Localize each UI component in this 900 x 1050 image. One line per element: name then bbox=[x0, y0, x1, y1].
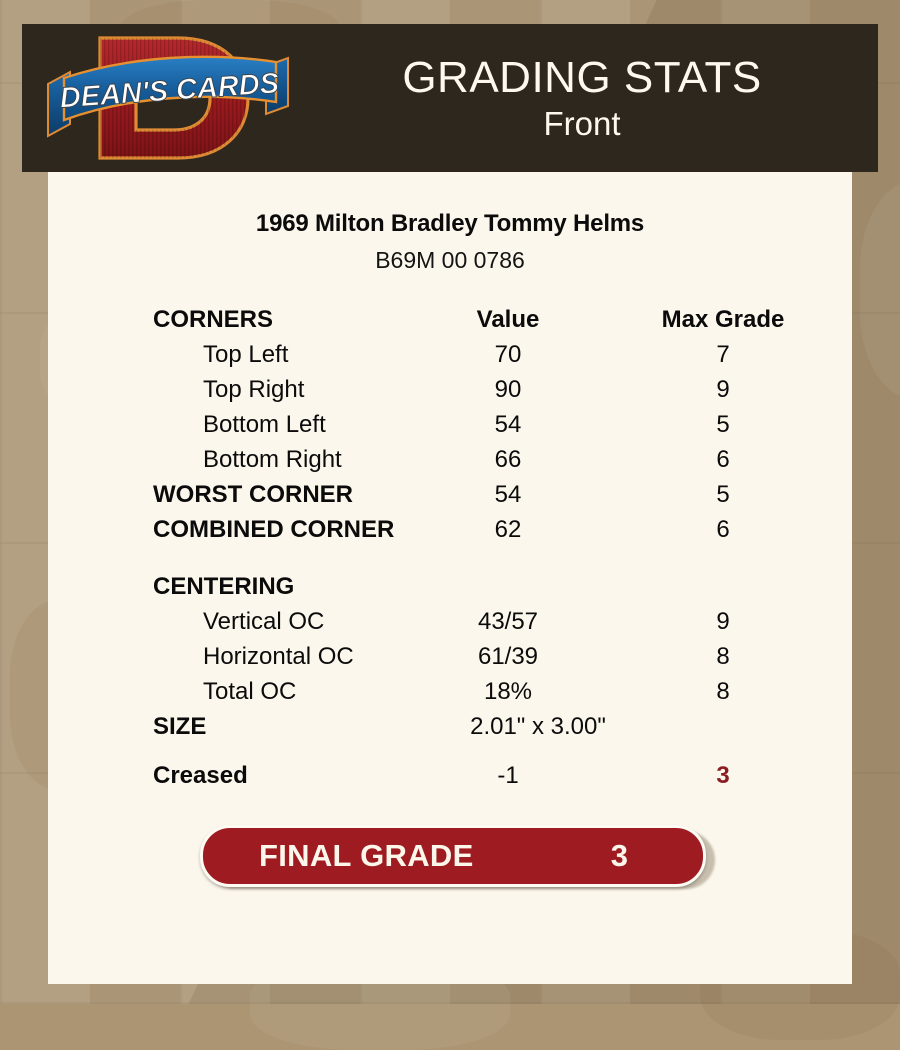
brand-logo[interactable]: DEAN'S CARDS bbox=[22, 24, 312, 172]
row-value: 18% bbox=[483, 678, 533, 705]
row-label: SIZE bbox=[153, 713, 207, 740]
section-spacer bbox=[48, 744, 852, 758]
stats-table: CORNERS Value Max Grade Top Left 70 7 To… bbox=[48, 302, 852, 793]
row-label: WORST CORNER bbox=[153, 481, 353, 508]
row-value: 66 bbox=[494, 446, 522, 473]
row-grade: 5 bbox=[716, 481, 730, 508]
row-label: Horizontal OC bbox=[203, 643, 354, 670]
final-grade-banner: FINAL GRADE 3 bbox=[200, 825, 706, 887]
final-grade-value: 3 bbox=[610, 838, 628, 873]
creased-row: Creased -1 3 bbox=[48, 758, 852, 793]
row-value: 61/39 bbox=[477, 643, 539, 670]
value-column-header: Value bbox=[476, 306, 540, 333]
centering-section-header-row: CENTERING bbox=[48, 569, 852, 604]
row-grade: 7 bbox=[716, 341, 730, 368]
grading-stats-sheet: DEAN'S CARDS GRADING STATS Front 1969 Mi… bbox=[22, 24, 878, 984]
worst-corner-row: WORST CORNER 54 5 bbox=[48, 477, 852, 512]
stats-panel: 1969 Milton Bradley Tommy Helms B69M 00 … bbox=[48, 172, 852, 984]
row-grade: 5 bbox=[716, 411, 730, 438]
page-title: GRADING STATS bbox=[402, 52, 762, 102]
header-bar: DEAN'S CARDS GRADING STATS Front bbox=[22, 24, 878, 172]
row-value: 54 bbox=[494, 411, 522, 438]
row-label: Top Left bbox=[203, 341, 289, 368]
table-row: Bottom Left 54 5 bbox=[48, 407, 852, 442]
row-grade: 6 bbox=[716, 446, 730, 473]
table-row: Horizontal OC 61/39 8 bbox=[48, 639, 852, 674]
table-row: Bottom Right 66 6 bbox=[48, 442, 852, 477]
row-grade: 3 bbox=[716, 762, 730, 789]
row-label: COMBINED CORNER bbox=[153, 516, 395, 543]
section-spacer bbox=[48, 547, 852, 569]
final-grade-section: FINAL GRADE 3 bbox=[48, 823, 852, 893]
table-row: Top Left 70 7 bbox=[48, 337, 852, 372]
row-label: Top Right bbox=[203, 376, 305, 403]
row-value: -1 bbox=[497, 762, 519, 789]
table-row: Total OC 18% 8 bbox=[48, 674, 852, 709]
page-subtitle: Front bbox=[543, 104, 621, 142]
card-title: 1969 Milton Bradley Tommy Helms bbox=[255, 210, 645, 237]
row-label: Creased bbox=[153, 762, 248, 789]
final-grade-label: FINAL GRADE bbox=[259, 838, 474, 873]
card-id: B69M 00 0786 bbox=[375, 247, 525, 273]
row-label: Total OC bbox=[203, 678, 297, 705]
table-row: Vertical OC 43/57 9 bbox=[48, 604, 852, 639]
row-label: Vertical OC bbox=[203, 608, 325, 635]
row-label: Bottom Left bbox=[203, 411, 326, 438]
row-grade: 9 bbox=[716, 608, 730, 635]
corners-section-header: CORNERS bbox=[153, 306, 274, 333]
row-value: 54 bbox=[494, 481, 522, 508]
table-row: Top Right 90 9 bbox=[48, 372, 852, 407]
table-header-row: CORNERS Value Max Grade bbox=[48, 302, 852, 337]
header-titles: GRADING STATS Front bbox=[312, 52, 878, 142]
deans-cards-logo-icon: DEAN'S CARDS bbox=[47, 36, 289, 160]
row-grade: 6 bbox=[716, 516, 730, 543]
size-row: SIZE 2.01" x 3.00" bbox=[48, 709, 852, 744]
row-grade: 8 bbox=[716, 643, 730, 670]
row-label: Bottom Right bbox=[203, 446, 342, 473]
row-value: 70 bbox=[494, 341, 522, 368]
row-value: 62 bbox=[494, 516, 522, 543]
max-grade-column-header: Max Grade bbox=[661, 306, 785, 333]
row-grade: 8 bbox=[716, 678, 730, 705]
combined-corner-row: COMBINED CORNER 62 6 bbox=[48, 512, 852, 547]
row-value: 90 bbox=[494, 376, 522, 403]
row-grade: 9 bbox=[716, 376, 730, 403]
row-value: 2.01" x 3.00" bbox=[470, 713, 606, 740]
centering-section-header: CENTERING bbox=[153, 573, 295, 600]
row-value: 43/57 bbox=[477, 608, 539, 635]
